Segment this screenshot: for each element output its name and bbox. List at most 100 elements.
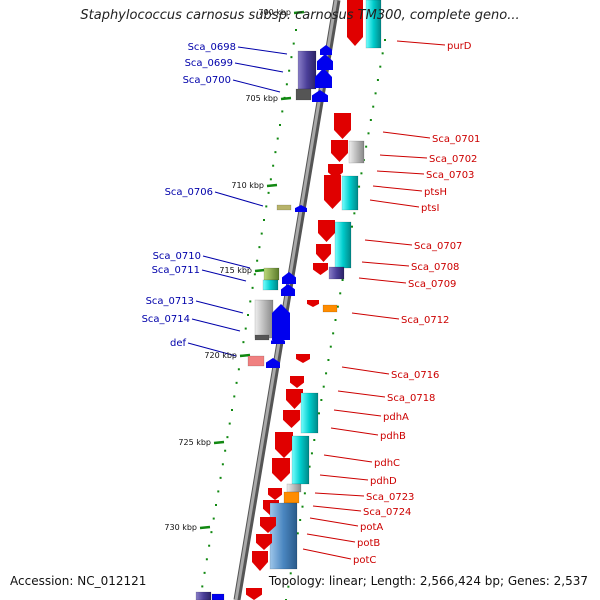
leader-sca-0703	[376, 170, 425, 175]
gene-label-sca-0698[interactable]: Sca_0698	[188, 42, 236, 53]
track-dot	[379, 65, 382, 68]
track-dot	[203, 571, 206, 574]
gene-label-sca-0714[interactable]: Sca_0714	[142, 314, 190, 325]
gene-block	[328, 266, 345, 280]
gene-label-sca-0712[interactable]: Sca_0712	[401, 315, 449, 326]
gene-label-potc[interactable]: potC	[353, 555, 376, 566]
gene-block	[263, 267, 280, 281]
gene-label-sca-0718[interactable]: Sca_0718	[387, 393, 435, 404]
gene-arrow-reverse	[295, 205, 307, 212]
gene-arrow-reverse	[315, 68, 332, 88]
track-dot	[310, 452, 313, 455]
gene-label-potb[interactable]: potB	[357, 538, 380, 549]
gene-arrow-reverse	[317, 54, 333, 70]
gene-arrow-forward	[256, 534, 272, 550]
gene-label-pdhc[interactable]: pdhC	[374, 458, 400, 469]
gene-label-sca-0724[interactable]: Sca_0724	[363, 507, 411, 518]
gene-label-pdhb[interactable]: pdhB	[380, 431, 406, 442]
track-dot	[303, 492, 306, 495]
gene-block	[254, 334, 270, 341]
kbp-tick	[280, 96, 292, 101]
leader-sca-0706	[214, 191, 264, 207]
gene-label-sca-0723[interactable]: Sca_0723	[366, 492, 414, 503]
gene-label-pdhd[interactable]: pdhD	[370, 476, 397, 487]
gene-label-sca-0713[interactable]: Sca_0713	[146, 296, 194, 307]
track-dot	[247, 314, 249, 316]
leader-sca-0714	[191, 318, 241, 332]
track-dot	[263, 219, 265, 221]
gene-label-sca-0700[interactable]: Sca_0700	[183, 75, 231, 86]
gene-label-sca-0709[interactable]: Sca_0709	[408, 279, 456, 290]
gene-label-sca-0702[interactable]: Sca_0702	[429, 154, 477, 165]
track-dot	[215, 504, 217, 506]
track-dot	[374, 92, 377, 95]
gene-label-sca-0706[interactable]: Sca_0706	[165, 187, 213, 198]
track-dot	[226, 436, 229, 439]
gene-label-sca-0710[interactable]: Sca_0710	[153, 251, 201, 262]
gene-block	[291, 435, 310, 485]
track-dot	[334, 319, 337, 321]
gene-arrow-forward	[334, 113, 351, 139]
gene-arrow-forward	[347, 0, 363, 46]
gene-label-sca-0701[interactable]: Sca_0701	[432, 134, 480, 145]
gene-labels: Sca_0698 Sca_0699 Sca_0700 Sca_0706 Sca_0710…	[142, 41, 481, 566]
gene-arrow-reverse	[271, 338, 285, 344]
gene-arrow-reverse	[320, 45, 332, 55]
leader-def	[187, 342, 237, 357]
gene-arrow-reverse	[266, 358, 280, 368]
track-dot	[367, 132, 370, 135]
gene-label-ptsi[interactable]: ptsI	[421, 203, 439, 214]
gene-block	[365, 0, 382, 49]
track-dot	[217, 490, 220, 493]
leader-ptsi	[369, 199, 420, 208]
track-dot	[384, 39, 386, 41]
gene-arrow-forward	[272, 458, 290, 482]
track-dot	[360, 172, 363, 175]
gene-block	[247, 355, 265, 367]
track-dot	[210, 531, 213, 534]
gene-label-sca-0703[interactable]: Sca_0703	[426, 170, 474, 181]
track-dot	[242, 341, 245, 344]
gene-label-sca-0716[interactable]: Sca_0716	[391, 370, 439, 381]
track-dot	[260, 232, 263, 235]
track-dot	[308, 465, 311, 468]
gene-label-pota[interactable]: potA	[360, 522, 383, 533]
track-dot	[267, 191, 270, 194]
gene-label-sca-0708[interactable]: Sca_0708	[411, 262, 459, 273]
track-dot	[228, 422, 231, 425]
gene-arrow-forward	[307, 300, 319, 307]
gene-block	[341, 175, 359, 211]
track-dot	[365, 145, 368, 148]
gene-block	[262, 279, 279, 291]
leader-potb	[306, 533, 356, 543]
gene-label-purd[interactable]: purD	[447, 41, 472, 52]
gene-label-ptsh[interactable]: ptsH	[424, 187, 447, 198]
genome-stats: Topology: linear; Length: 2,566,424 bp; …	[268, 574, 588, 588]
gene-block	[269, 502, 298, 570]
leader-sca-0699	[234, 62, 284, 73]
leader-sca-0701	[382, 131, 431, 139]
kbp-label: 705 kbp	[245, 94, 278, 103]
gene-block	[195, 591, 212, 600]
track-dot	[201, 585, 204, 588]
gene-label-def[interactable]: def	[170, 338, 187, 349]
gene-block	[286, 483, 302, 493]
gene-arrow-forward	[296, 354, 310, 363]
leader-sca-0716	[341, 366, 390, 375]
track-dot	[205, 558, 208, 561]
track-dot	[341, 279, 344, 281]
track-dot	[281, 110, 284, 113]
leader-pota	[309, 517, 359, 527]
track-dot	[231, 409, 233, 411]
track-dot	[269, 178, 272, 181]
leader-purd	[396, 40, 446, 46]
track-dot	[376, 79, 379, 81]
gene-label-pdha[interactable]: pdhA	[383, 412, 409, 423]
gene-arrow-forward	[252, 551, 268, 571]
gene-label-sca-0707[interactable]: Sca_0707	[414, 241, 462, 252]
track-dot	[265, 205, 268, 208]
track-dot	[237, 368, 240, 371]
gene-label-sca-0699[interactable]: Sca_0699	[185, 58, 233, 69]
gene-label-sca-0711[interactable]: Sca_0711	[152, 265, 200, 276]
leader-pdhc	[323, 454, 373, 463]
